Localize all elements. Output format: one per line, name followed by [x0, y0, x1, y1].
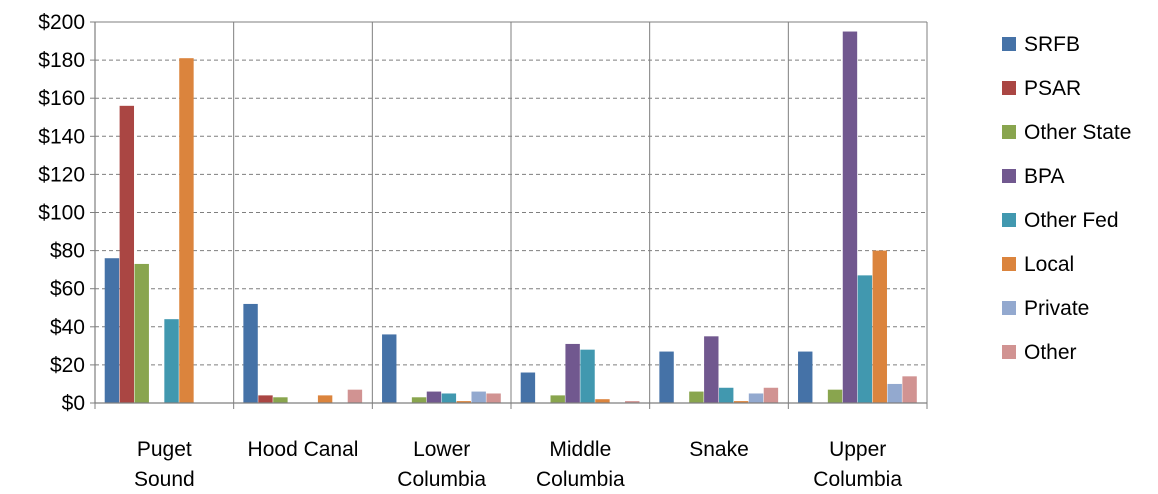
bar-other — [486, 393, 501, 403]
bar-other-state — [689, 391, 704, 403]
bar-other-state — [134, 263, 149, 403]
bar-private — [748, 393, 764, 403]
gridlines — [95, 21, 928, 403]
category-label: Hood Canal — [248, 438, 359, 461]
legend-swatch-private — [1002, 301, 1016, 315]
bar-bpa — [426, 391, 442, 403]
bar-private — [887, 383, 902, 403]
category-label: Columbia — [813, 468, 902, 491]
legend-swatch-other-state — [1002, 125, 1016, 139]
legend-swatch-bpa — [1002, 169, 1016, 183]
axes — [90, 21, 928, 409]
category-label: Middle — [549, 438, 611, 461]
legend-label: Other State — [1024, 121, 1131, 144]
y-tick-label: $40 — [50, 316, 85, 339]
bar-other-fed — [719, 387, 734, 403]
bar-other-fed — [441, 393, 457, 403]
bar-local — [733, 401, 749, 403]
bar-bpa — [565, 343, 580, 403]
legend-label: BPA — [1024, 165, 1064, 188]
category-label: Columbia — [397, 468, 486, 491]
bar-srfb — [798, 351, 813, 403]
category-label: Lower — [413, 438, 470, 461]
bar-psar — [258, 395, 273, 403]
bar-srfb — [104, 258, 120, 403]
category-label: Puget — [137, 438, 192, 461]
bar-other-state — [827, 389, 843, 403]
legend-label: Local — [1024, 253, 1074, 276]
legend-swatch-local — [1002, 257, 1016, 271]
bar-other-state — [411, 397, 427, 403]
y-tick-label: $200 — [38, 11, 85, 34]
bars — [104, 31, 917, 404]
bar-local — [179, 58, 194, 403]
bar-psar — [119, 105, 135, 403]
legend-label: SRFB — [1024, 33, 1080, 56]
legend: SRFB PSAR Other State BPA Other Fed Local Priv… — [1002, 33, 1131, 364]
y-tick-label: $20 — [50, 354, 85, 377]
category-labels: Puget Sound Hood Canal Lower Columbia Middle C… — [134, 438, 902, 491]
bar-local — [456, 401, 471, 403]
y-tick-label: $180 — [38, 49, 85, 72]
category-label: Columbia — [536, 468, 625, 491]
bar-bpa — [842, 31, 858, 404]
bar-private — [471, 391, 486, 403]
bar-other-fed — [164, 319, 179, 403]
bar-other-fed — [580, 349, 595, 403]
category-label: Snake — [689, 438, 749, 461]
bar-srfb — [382, 334, 397, 403]
legend-swatch-srfb — [1002, 37, 1016, 51]
bar-local — [872, 250, 887, 403]
legend-label: Private — [1024, 297, 1089, 320]
y-tick-label: $140 — [38, 125, 85, 148]
bar-other — [347, 389, 363, 403]
y-tick-label: $120 — [38, 163, 85, 186]
bar-local — [595, 399, 610, 403]
y-tick-label: $160 — [38, 87, 85, 110]
bar-local — [317, 395, 333, 403]
category-label: Sound — [134, 468, 195, 491]
bar-other — [763, 387, 779, 403]
legend-swatch-other-fed — [1002, 213, 1016, 227]
y-tick-labels: $0 $20 $40 $60 $80 $100 $120 $140 $160 $180 $200 — [38, 11, 85, 415]
y-tick-label: $0 — [62, 392, 85, 415]
legend-swatch-other — [1002, 345, 1016, 359]
bar-other-state — [550, 395, 565, 403]
y-tick-label: $60 — [50, 278, 85, 301]
legend-swatch-psar — [1002, 81, 1016, 95]
bar-other — [902, 376, 917, 403]
category-label: Upper — [829, 438, 886, 461]
bar-srfb — [520, 372, 536, 403]
bar-other — [625, 401, 640, 403]
bar-other-fed — [857, 275, 873, 403]
legend-label: Other Fed — [1024, 209, 1119, 232]
bar-srfb — [243, 303, 258, 403]
y-tick-label: $100 — [38, 202, 85, 225]
y-tick-label: $80 — [50, 240, 85, 263]
bar-other-state — [273, 397, 288, 403]
legend-label: PSAR — [1024, 77, 1081, 100]
bar-srfb — [659, 351, 674, 403]
bar-bpa — [704, 336, 719, 403]
legend-label: Other — [1024, 341, 1077, 364]
